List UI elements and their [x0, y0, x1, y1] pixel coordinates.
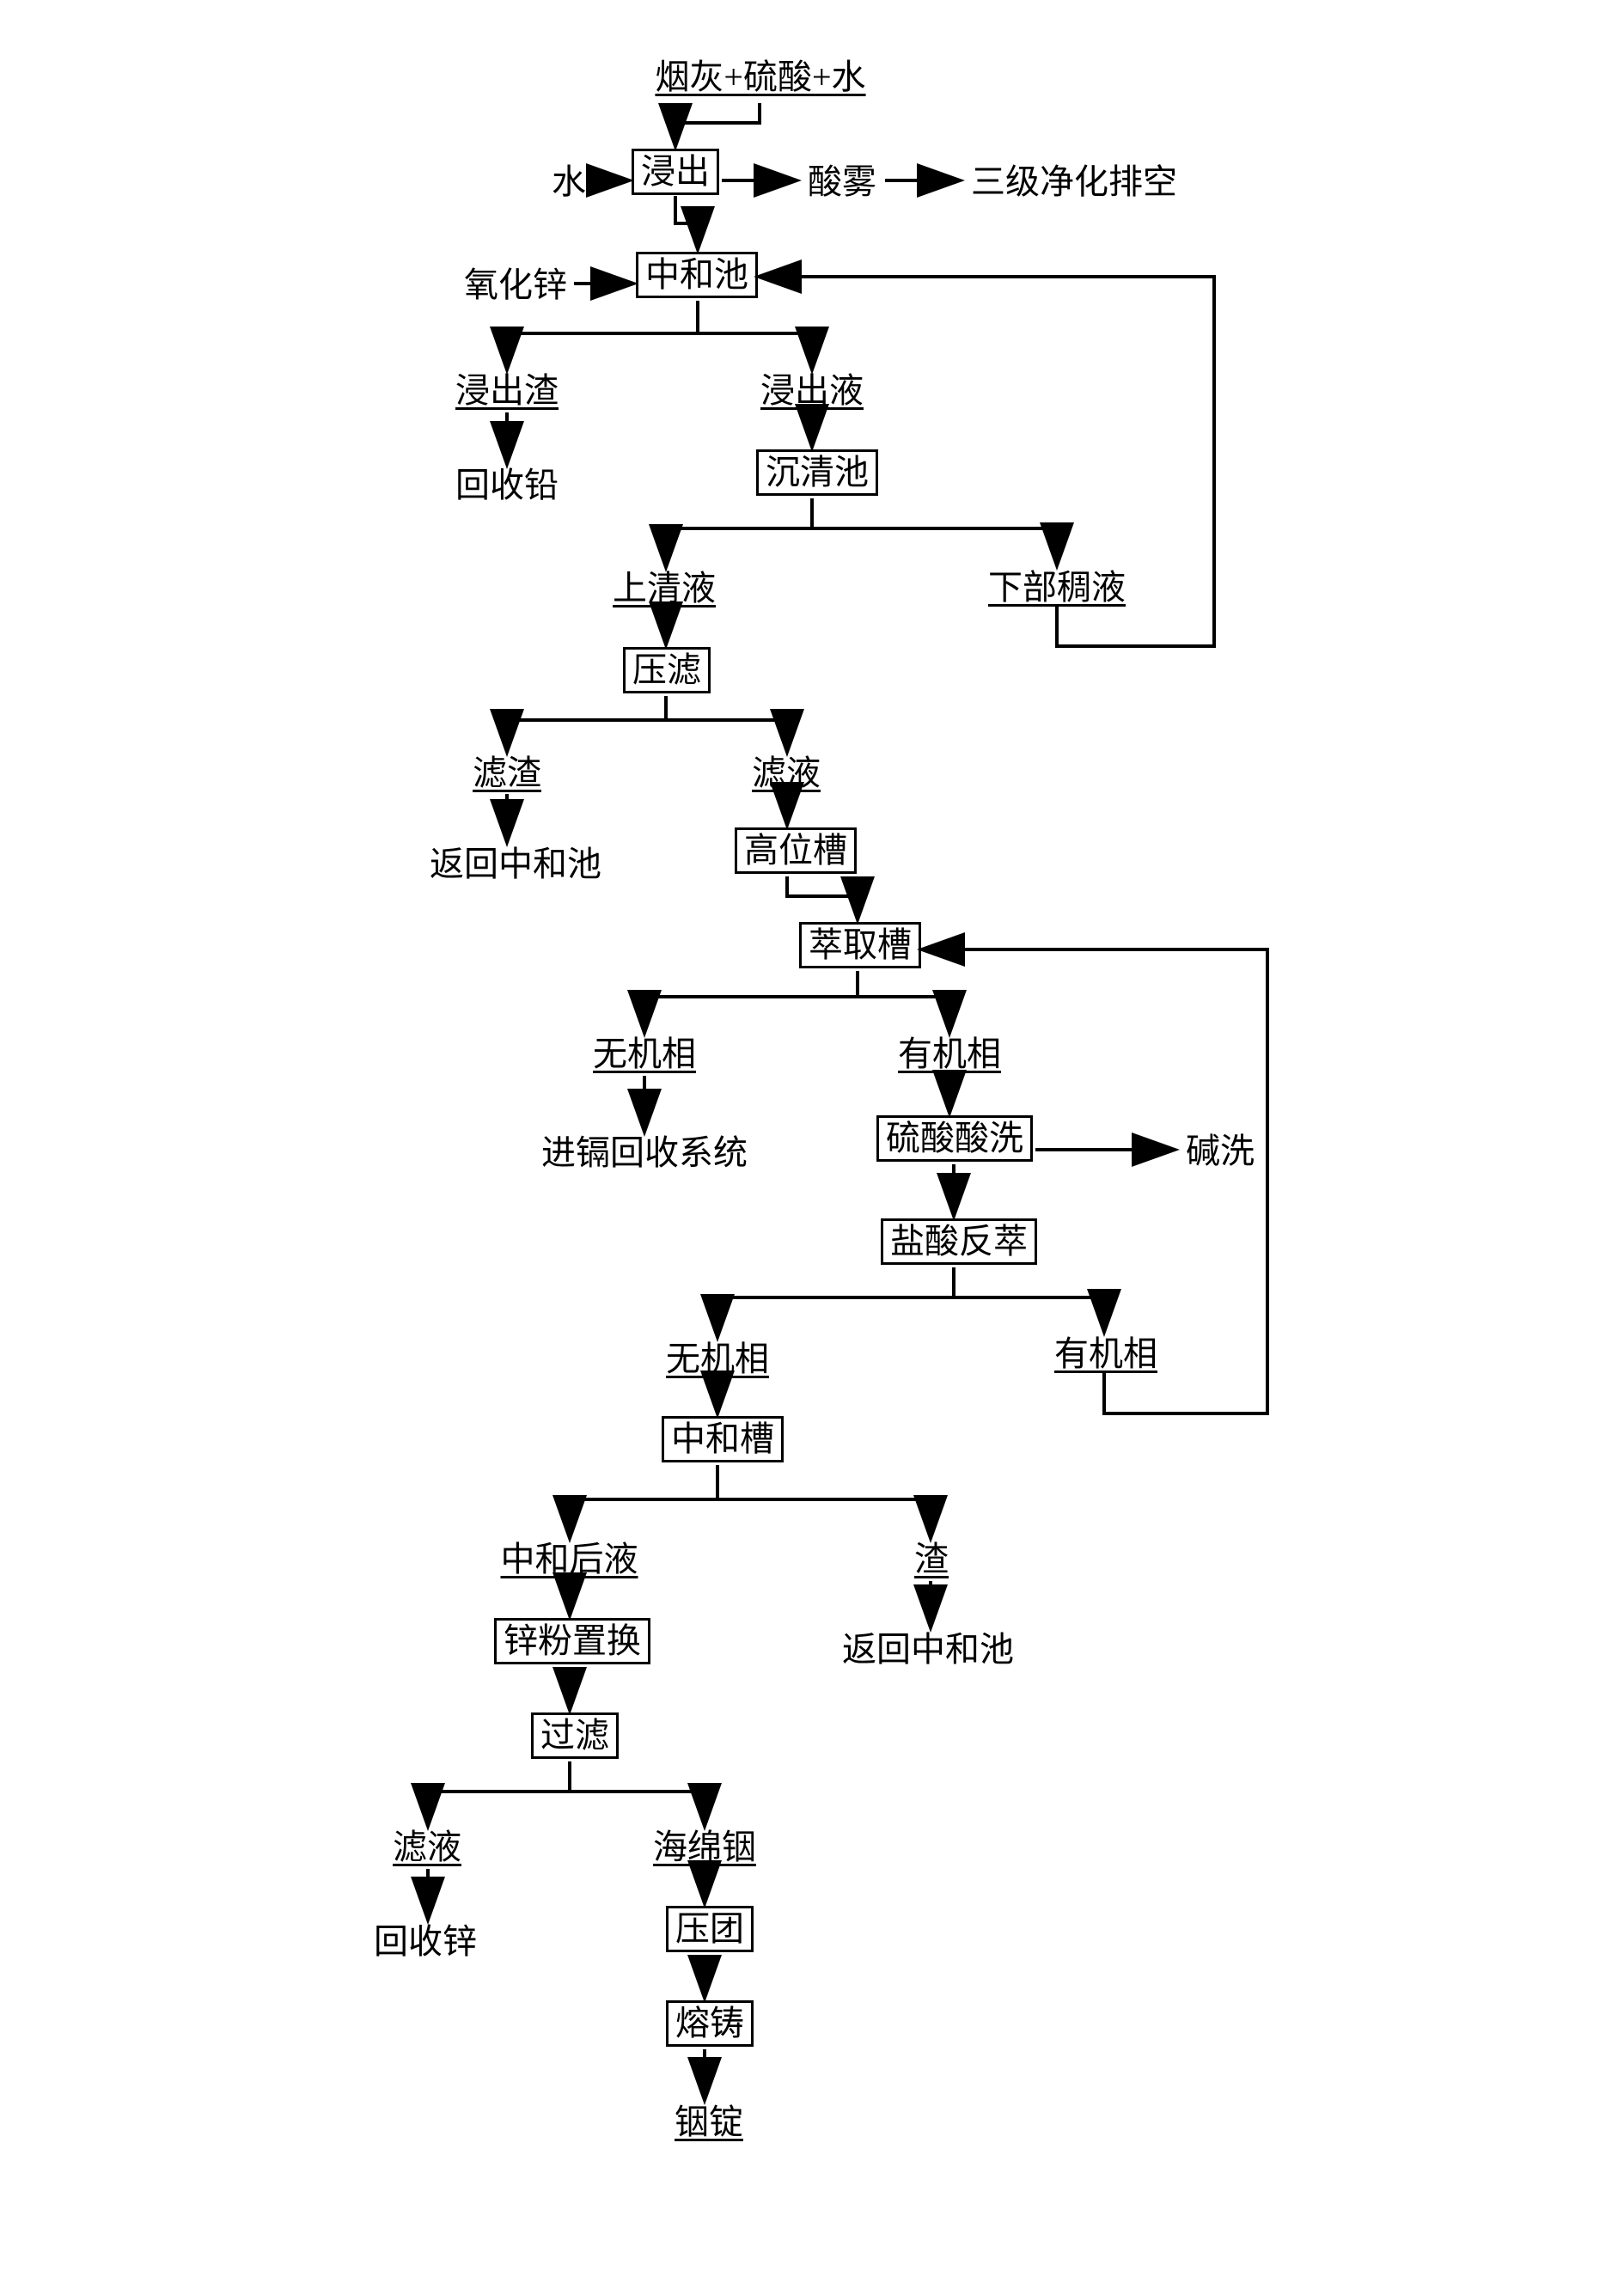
node-n_slag2: 渣 [911, 1541, 952, 1578]
node-n_acidmist: 酸雾 [799, 163, 885, 201]
edge-n_hclstrip-n_inorg2 [717, 1267, 954, 1335]
node-n_fres: 滤渣 [468, 754, 546, 792]
node-n_org2: 有机相 [1050, 1335, 1162, 1373]
node-n_liquor: 浸出液 [756, 372, 868, 410]
node-n_purify: 三级净化排空 [962, 163, 1186, 201]
node-n_residue: 浸出渣 [451, 372, 563, 410]
edge-n_neut-n_liquor [698, 301, 812, 368]
node-n_neut2: 中和槽 [662, 1416, 784, 1462]
edge-n_settle-n_thick [812, 498, 1057, 564]
node-n_input: 烟灰+硫酸+水 [632, 58, 889, 96]
edge-n_filter2-n_sponge [570, 1761, 705, 1824]
edge-n_extr-n_inorg1 [644, 971, 858, 1031]
edge-n_filter1-n_fliq1 [666, 696, 787, 750]
node-n_elev: 高位槽 [735, 827, 857, 874]
edge-n_hclstrip-n_org2 [954, 1267, 1104, 1330]
flowchart-edges [0, 0, 1624, 2271]
edge-n_filter2-n_fliq2 [428, 1761, 570, 1824]
edge-n_input-n_leach [675, 103, 760, 144]
node-n_water: 水 [548, 163, 589, 201]
edge-n_neut-n_residue [507, 301, 698, 368]
node-n_super: 上清液 [608, 570, 720, 607]
node-n_ingot: 铟锭 [666, 2103, 752, 2141]
edge-n_settle-n_super [666, 498, 812, 565]
node-n_pbrec: 回收铅 [451, 467, 563, 504]
edge-n_filter1-n_fres [507, 696, 666, 750]
edge-n_neut2-n_afterneut [570, 1465, 717, 1536]
node-n_filter2: 过滤 [531, 1712, 619, 1759]
node-n_afterneut: 中和后液 [494, 1541, 644, 1578]
node-n_settle: 沉清池 [756, 449, 878, 496]
node-n_retneut2: 返回中和池 [838, 1631, 1018, 1669]
node-n_org1: 有机相 [894, 1035, 1005, 1073]
edge-n_elev-n_extr [787, 876, 858, 918]
node-n_inorg1: 无机相 [589, 1035, 700, 1073]
node-n_znrep: 锌粉置换 [494, 1618, 650, 1664]
node-n_thick: 下部稠液 [980, 569, 1134, 607]
edge-n_extr-n_org1 [858, 971, 949, 1031]
node-n_inorg2: 无机相 [662, 1340, 773, 1378]
node-n_alkw: 碱洗 [1177, 1132, 1263, 1170]
node-n_extr: 萃取槽 [799, 922, 921, 968]
node-n_hclstrip: 盐酸反萃 [881, 1218, 1037, 1265]
node-n_neut: 中和池 [636, 252, 758, 298]
node-n_h2so4w: 硫酸酸洗 [876, 1115, 1033, 1162]
edge-n_neut2-n_slag2 [717, 1465, 931, 1536]
edge-n_leach-n_neut [675, 196, 698, 247]
node-n_znrec: 回收锌 [369, 1923, 481, 1961]
node-n_fliq1: 滤液 [748, 754, 825, 792]
node-n_sponge: 海绵铟 [649, 1828, 760, 1866]
node-n_zno: 氧化锌 [460, 266, 571, 304]
node-n_leach: 浸出 [632, 149, 719, 195]
node-n_fliq2: 滤液 [388, 1828, 466, 1866]
node-n_compact: 压团 [666, 1906, 754, 1952]
node-n_cdrec: 进镉回收系统 [533, 1134, 756, 1172]
node-n_retneut1: 返回中和池 [425, 846, 606, 883]
node-n_filter1: 压滤 [623, 647, 711, 693]
node-n_cast: 熔铸 [666, 2000, 754, 2047]
